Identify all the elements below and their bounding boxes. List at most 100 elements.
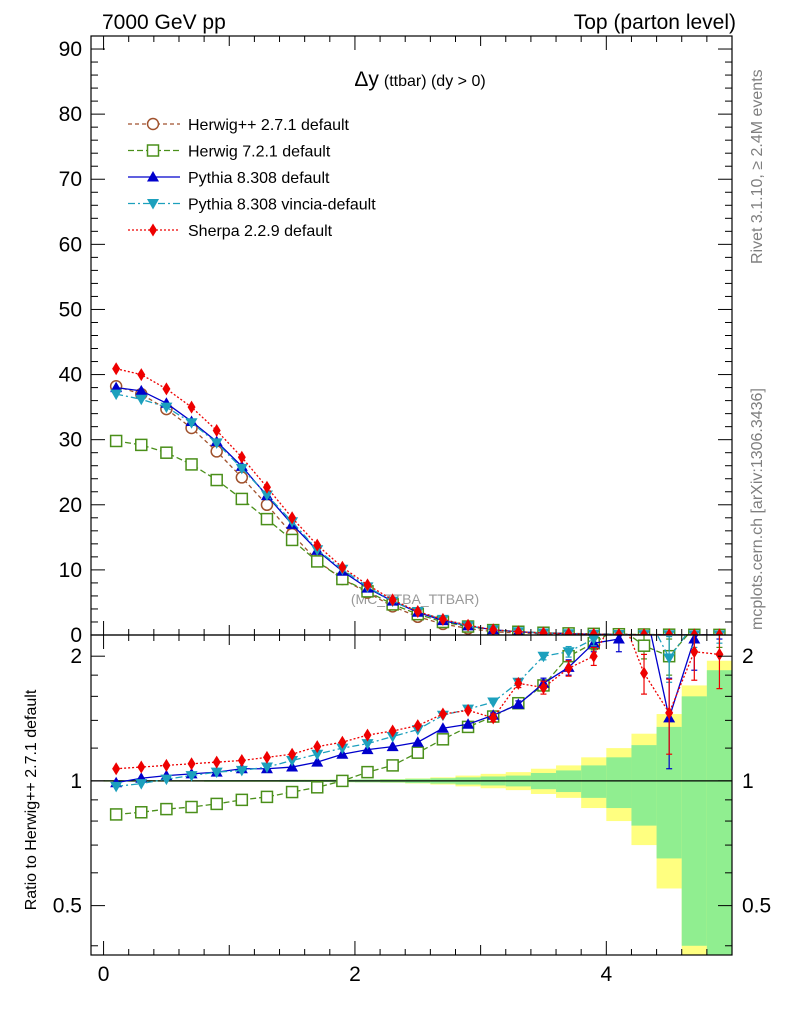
main-y-tick-label: 60 bbox=[59, 233, 82, 256]
ratio-data-point bbox=[210, 797, 223, 811]
ratio-data-point bbox=[637, 639, 651, 652]
ratio-data-point bbox=[110, 781, 123, 793]
ratio-data-point bbox=[539, 681, 548, 695]
main-data-point bbox=[690, 628, 699, 635]
ratio-data-point bbox=[714, 618, 725, 629]
ratio-y-tick-label-left: 1 bbox=[70, 770, 82, 793]
legend-label: Pythia 8.308 vincia-default bbox=[188, 197, 376, 214]
main-data-point bbox=[310, 555, 324, 568]
main-data-point bbox=[260, 490, 273, 502]
main-data-point bbox=[210, 438, 223, 449]
main-data-point bbox=[564, 627, 573, 635]
ratio-data-point bbox=[411, 746, 425, 759]
title-sub: (ttbar) (dy > 0) bbox=[384, 73, 486, 90]
main-data-point bbox=[135, 438, 148, 452]
main-data-point bbox=[413, 605, 422, 619]
ratio-data-point bbox=[589, 649, 598, 663]
uncertainty-bands bbox=[103, 660, 732, 955]
ratio-y-tick-label-left: 2 bbox=[70, 645, 82, 668]
main-data-point bbox=[464, 618, 473, 632]
ratio-data-point bbox=[262, 750, 271, 764]
main-data-point bbox=[614, 627, 623, 635]
ratio-data-point bbox=[185, 771, 198, 782]
legend-marker bbox=[146, 144, 160, 157]
rivet-label: Rivet 3.1.10, ≥ 2.4M events bbox=[749, 69, 766, 264]
main-data-point bbox=[285, 533, 299, 547]
ratio-data-point bbox=[562, 647, 575, 658]
ratio-data-point bbox=[715, 647, 724, 661]
main-data-point bbox=[438, 612, 447, 626]
ratio-data-point bbox=[411, 736, 424, 747]
ratio-ylabel: Ratio to Herwig++ 2.7.1 default bbox=[23, 689, 40, 910]
ratio-data-point bbox=[187, 757, 196, 771]
ratio-data-point bbox=[260, 790, 274, 804]
main-y-tick-label: 40 bbox=[59, 364, 82, 387]
ratio-data-point bbox=[212, 755, 221, 769]
ratio-data-point bbox=[436, 733, 450, 746]
main-data-point bbox=[514, 625, 523, 635]
main-y-tick-label: 30 bbox=[59, 429, 82, 452]
legend-label: Herwig 7.2.1 default bbox=[188, 144, 331, 161]
ratio-data-point bbox=[487, 697, 500, 709]
main-data-point bbox=[260, 512, 274, 526]
ratio-data-point bbox=[464, 703, 473, 717]
ratio-data-point bbox=[310, 781, 324, 794]
main-data-point bbox=[112, 362, 121, 376]
legend-marker bbox=[146, 117, 160, 131]
main-data-point bbox=[262, 480, 271, 494]
ratio-data-point bbox=[514, 676, 523, 690]
ratio-data-point bbox=[336, 774, 349, 788]
ratio-data-point bbox=[613, 615, 625, 626]
legend-entry-3: Pythia 8.308 default bbox=[128, 170, 330, 187]
main-data-point bbox=[363, 578, 372, 592]
main-data-point bbox=[187, 400, 196, 414]
ratio-data-point bbox=[235, 765, 248, 777]
ratio-data-point bbox=[462, 718, 475, 729]
stat-uncertainty-bin bbox=[606, 757, 632, 809]
main-data-point bbox=[137, 368, 146, 382]
title-main: Δy bbox=[354, 68, 379, 91]
main-data-point bbox=[313, 538, 322, 552]
main-data-point bbox=[210, 473, 223, 487]
ratio-data-point bbox=[638, 604, 650, 615]
ratio-y-tick-label-right: 0.5 bbox=[742, 895, 771, 918]
main-data-point bbox=[185, 458, 198, 471]
legend-marker bbox=[149, 223, 157, 237]
main-y-tick-label: 90 bbox=[59, 38, 82, 61]
legend-marker bbox=[147, 199, 159, 210]
main-data-point bbox=[185, 418, 198, 429]
main-data-point bbox=[135, 394, 148, 406]
ratio-data-point bbox=[615, 602, 623, 615]
ratio-data-point bbox=[135, 779, 148, 790]
main-data-point bbox=[589, 627, 598, 635]
ratio-data-point bbox=[363, 728, 372, 742]
main-data-point bbox=[135, 384, 148, 396]
main-y-tick-label: 80 bbox=[59, 103, 82, 126]
ratio-data-point bbox=[361, 739, 374, 750]
ratio-data-point bbox=[311, 756, 324, 767]
ratio-data-point bbox=[185, 800, 198, 814]
main-data-point bbox=[665, 628, 674, 635]
ratio-data-point bbox=[288, 747, 297, 761]
ratio-data-point bbox=[260, 762, 273, 774]
ratio-data-point bbox=[388, 724, 397, 738]
main-y-tick-label: 70 bbox=[59, 168, 82, 191]
ratio-data-point bbox=[313, 740, 322, 754]
main-y-tick-label: 50 bbox=[59, 298, 82, 321]
main-data-point bbox=[110, 389, 123, 401]
plot-title: Δy (ttbar) (dy > 0) bbox=[354, 68, 485, 91]
ratio-frame bbox=[90, 634, 733, 956]
ratio-y-tick-label-left: 0.5 bbox=[53, 895, 82, 918]
ratio-data-point bbox=[564, 661, 573, 675]
main-data-point bbox=[109, 434, 123, 448]
main-data-point bbox=[237, 450, 246, 464]
ratio-series-4 bbox=[112, 602, 724, 776]
ratio-data-point bbox=[336, 743, 349, 755]
legend-marker bbox=[147, 171, 159, 182]
legend-entry-5: Sherpa 2.2.9 default bbox=[128, 223, 333, 240]
ratio-y-axis: 0.5 0.5 1 1 2 2 bbox=[53, 645, 771, 947]
main-data-point bbox=[235, 492, 249, 506]
ratio-data-point bbox=[713, 603, 725, 614]
